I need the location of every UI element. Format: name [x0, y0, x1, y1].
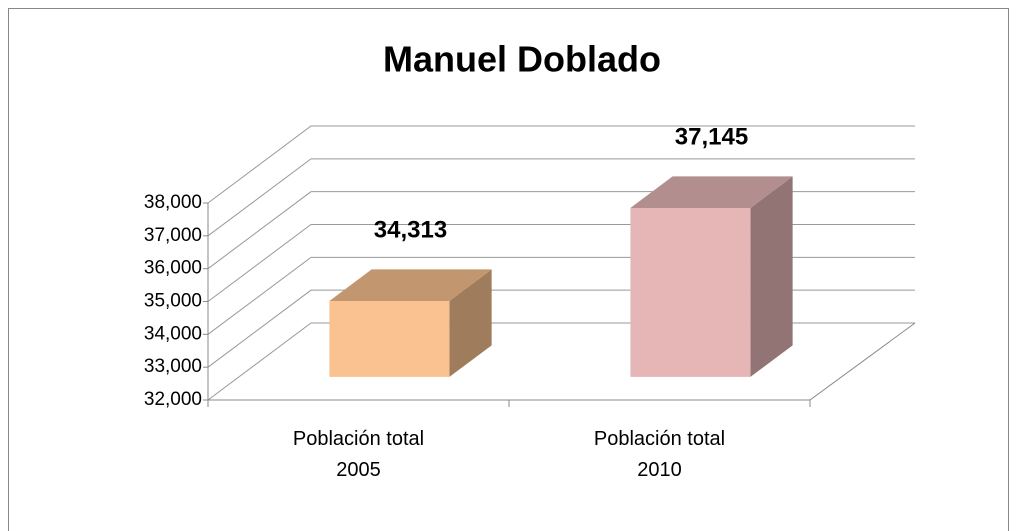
bar-top [630, 176, 793, 208]
grid-line [207, 322, 915, 401]
chart-border [8, 8, 1009, 531]
grid-line [207, 158, 915, 237]
y-tick-label: 37,000 [144, 225, 202, 246]
x-tick-label: Población total 2010 [593, 428, 726, 481]
y-tick-label: 35,000 [144, 291, 202, 312]
bar-top [329, 269, 492, 301]
y-tick-label: 32,000 [144, 389, 202, 410]
floor-edge [208, 322, 916, 401]
grid-line [207, 289, 915, 368]
y-tick-label: 38,000 [144, 192, 202, 213]
grid-line [207, 125, 915, 204]
bar [630, 207, 751, 377]
x-tick-label: Población total 2005 [292, 428, 425, 481]
bar [329, 300, 450, 377]
y-tick-label: 34,000 [144, 323, 202, 344]
data-label: 37,145 [675, 123, 748, 150]
bar-side [449, 269, 492, 377]
y-tick-label: 33,000 [144, 356, 202, 377]
chart-title: Manuel Doblado [383, 39, 661, 80]
y-tick-label: 36,000 [144, 258, 202, 279]
bar-side [750, 176, 793, 377]
data-label: 34,313 [374, 216, 447, 243]
